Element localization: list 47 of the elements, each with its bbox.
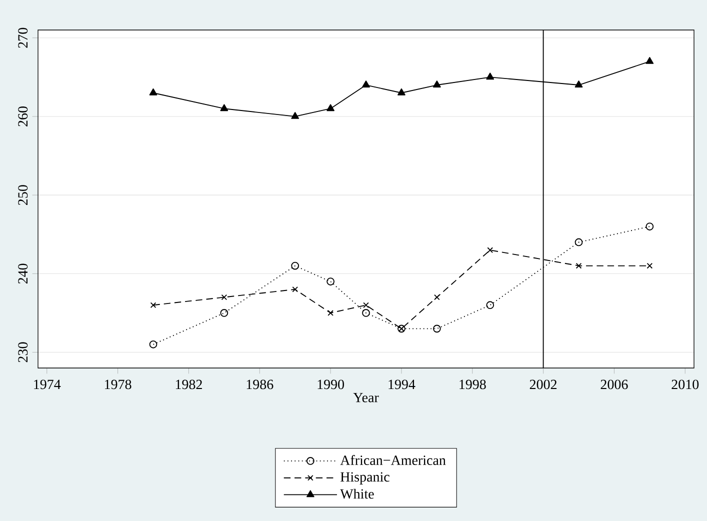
point — [220, 309, 228, 317]
point — [291, 112, 300, 119]
point — [646, 262, 653, 269]
point — [362, 80, 370, 88]
point — [363, 302, 369, 308]
x-tick-label: 1974 — [34, 380, 61, 390]
point — [149, 340, 158, 348]
legend-label: White — [340, 488, 374, 499]
point — [150, 302, 156, 308]
x-tick-label: 2006 — [600, 380, 628, 390]
point — [434, 294, 440, 300]
point — [326, 278, 334, 286]
y-tick-label: 240 — [18, 264, 28, 284]
legend-label: Hispanic — [340, 472, 390, 484]
point — [362, 309, 370, 317]
y-tick-label: 250 — [18, 185, 28, 205]
point — [291, 262, 300, 270]
point — [220, 104, 228, 112]
point — [326, 104, 334, 112]
x-tick-label: 1998 — [460, 380, 486, 390]
x-tick-label: 2002 — [530, 380, 557, 390]
x-axis-title: Year — [353, 393, 379, 402]
x-tick-label: 1994 — [388, 380, 416, 390]
x-tick-label: 1990 — [318, 380, 344, 390]
point — [432, 324, 441, 333]
point — [646, 222, 654, 230]
point — [486, 301, 494, 310]
y-tick-label: 270 — [18, 28, 28, 48]
point — [398, 88, 406, 96]
point — [221, 294, 228, 300]
point — [574, 238, 583, 246]
x-tick-label: 2010 — [672, 380, 699, 390]
y-tick-label: 260 — [18, 106, 28, 126]
y-tick-label: 230 — [18, 342, 28, 362]
point — [432, 80, 441, 88]
point — [292, 286, 298, 292]
x-tick-label: 1986 — [246, 380, 274, 390]
x-tick-label: 1982 — [176, 380, 202, 390]
point — [149, 88, 158, 96]
legend-label: African−American — [340, 455, 446, 466]
point — [328, 310, 334, 316]
point — [576, 262, 582, 269]
point — [574, 80, 583, 88]
x-tick-label: 1978 — [105, 380, 132, 390]
point — [646, 56, 654, 64]
point — [487, 247, 494, 254]
point — [486, 72, 494, 80]
